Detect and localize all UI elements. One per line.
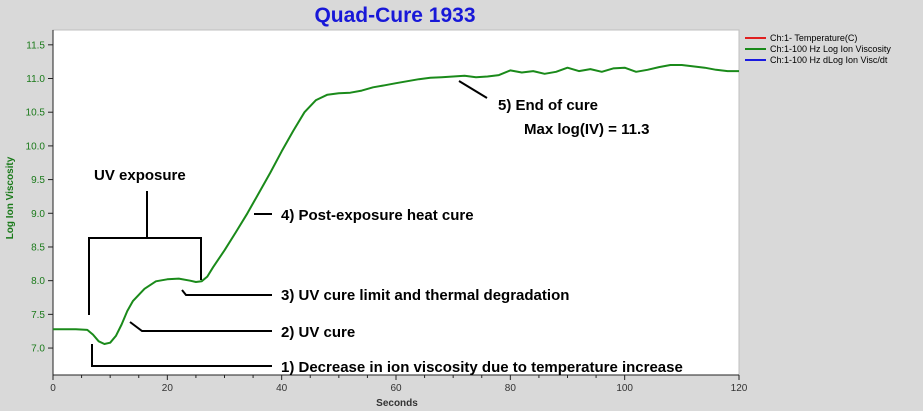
annotation-decrease-text: 1) Decrease in ion viscosity due to temp… [281, 359, 683, 376]
series-layer [53, 64, 739, 345]
annotation-5-leader [458, 80, 488, 99]
plot-area [52, 29, 740, 376]
y-tick-label: 7.0 [31, 344, 45, 355]
annotation-end-of-cure-text: Max log(IV) = 11.3 [524, 121, 649, 138]
y-tick-label: 11.5 [26, 40, 45, 51]
x-tick-label: 100 [616, 383, 633, 394]
x-tick-label: 40 [276, 383, 288, 394]
x-tick-label: 20 [162, 383, 174, 394]
y-tick-label: 8.0 [31, 276, 45, 287]
y-tick-label: 7.5 [31, 310, 45, 321]
x-tick-label: 120 [731, 383, 748, 394]
y-tick-label: 11.0 [26, 74, 45, 85]
legend: Ch:1- Temperature(C)Ch:1-100 Hz Log Ion … [745, 33, 891, 65]
annotation-uv-limit-text: 3) UV cure limit and thermal degradation [281, 287, 569, 304]
legend-label: Ch:1-100 Hz dLog Ion Visc/dt [770, 55, 888, 65]
axes: 0 20 40 60 80 100 120 7.0 7.5 8.0 8.5 9.0 9.5 10.0 10.… [26, 30, 748, 394]
y-tick-label: 10.5 [26, 108, 46, 119]
y-axis-label: Log Ion Viscosity [5, 156, 16, 239]
annotation-end-of-cure-text: 5) End of cure [498, 97, 598, 114]
x-tick-label: 80 [505, 383, 517, 394]
legend-label: Ch:1- Temperature(C) [770, 33, 857, 43]
annotation-layer: UV exposure 1) Decrease in ion viscosity … [88, 80, 683, 376]
y-tick-label: 9.0 [31, 209, 45, 220]
y-tick-label: 10.0 [26, 141, 46, 152]
annotation-1-leader [91, 344, 272, 367]
annotation-uv-cure-text: 2) UV cure [281, 324, 355, 341]
annotation-2-leader [129, 321, 272, 332]
annotation-3-leader [181, 289, 272, 296]
x-tick-label: 0 [50, 383, 56, 394]
legend-label: Ch:1-100 Hz Log Ion Viscosity [770, 44, 891, 54]
y-tick-label: 8.5 [31, 242, 45, 253]
x-tick-label: 60 [390, 383, 402, 394]
annotation-uv-exposure-text: UV exposure [94, 167, 186, 184]
series-line [53, 64, 739, 345]
uv-exposure-bracket [88, 237, 202, 315]
y-tick-label: 9.5 [31, 175, 45, 186]
chart-title: Quad-Cure 1933 [314, 4, 475, 27]
x-axis-label: Seconds [376, 398, 418, 409]
annotation-post-exposure-text: 4) Post-exposure heat cure [281, 207, 474, 224]
